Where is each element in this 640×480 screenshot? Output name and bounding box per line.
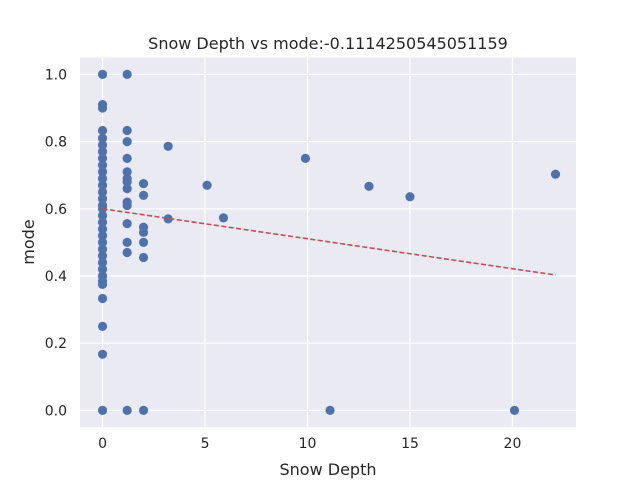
data-point: [97, 293, 108, 304]
data-point: [122, 137, 132, 147]
data-point: [122, 167, 132, 177]
data-point: [138, 252, 149, 263]
data-point: [97, 217, 108, 227]
data-points: [97, 69, 561, 415]
data-point: [122, 177, 132, 187]
y-axis-label: mode: [19, 219, 38, 264]
data-point: [97, 231, 108, 241]
x-tick-label: 10: [299, 436, 317, 452]
x-tick-label: 15: [401, 436, 419, 452]
data-point: [97, 187, 108, 197]
data-point: [97, 224, 108, 234]
data-point: [218, 213, 229, 223]
data-point: [97, 405, 108, 415]
data-point: [122, 200, 132, 211]
y-tick-label: 0.8: [45, 135, 67, 151]
data-point: [97, 204, 108, 214]
data-point: [97, 173, 108, 184]
data-point: [97, 125, 108, 136]
data-point: [97, 251, 108, 261]
data-point: [97, 103, 108, 113]
y-tick-label: 0.2: [45, 336, 67, 352]
data-point: [97, 194, 108, 204]
chart-title: Snow Depth vs mode:-0.1114250545051159: [148, 34, 508, 53]
trend-line: [102, 208, 556, 276]
data-point: [202, 180, 212, 190]
data-point: [300, 153, 311, 163]
data-point: [163, 141, 173, 151]
data-point: [122, 69, 132, 79]
data-point: [97, 69, 108, 79]
data-point: [97, 140, 108, 150]
y-tick-labels: 0.0 0.2 0.4 0.6 0.8 1.0: [45, 67, 67, 419]
y-tick-label: 1.0: [45, 67, 67, 83]
data-point: [122, 247, 132, 258]
data-point: [97, 257, 108, 268]
data-point: [163, 214, 173, 224]
data-point: [97, 279, 108, 289]
y-tick-label: 0.4: [45, 269, 67, 285]
data-point: [97, 244, 108, 254]
data-point: [97, 180, 108, 190]
data-point: [138, 237, 149, 247]
y-tick-label: 0.0: [45, 403, 67, 419]
trend-line-group: [102, 208, 556, 276]
data-point: [405, 192, 415, 202]
data-point: [325, 405, 335, 415]
data-point: [364, 181, 374, 191]
x-tick-label: 20: [504, 436, 522, 452]
y-tick-label: 0.6: [45, 202, 67, 218]
data-point: [122, 153, 132, 163]
x-tick-label: 0: [98, 436, 107, 452]
data-point: [138, 190, 149, 200]
data-point: [97, 167, 108, 177]
x-tick-labels: 0 5 10 15 20: [98, 436, 521, 452]
data-point: [97, 349, 108, 359]
data-point: [138, 405, 149, 415]
data-point: [122, 405, 132, 415]
data-point: [509, 405, 520, 415]
data-point: [97, 210, 108, 221]
data-point: [122, 237, 132, 247]
data-point: [122, 125, 132, 136]
data-point: [550, 169, 561, 179]
data-point: [97, 133, 108, 143]
data-point: [97, 237, 108, 247]
data-point: [122, 218, 132, 229]
data-point: [97, 153, 108, 163]
data-point: [97, 264, 108, 274]
data-point: [97, 160, 108, 170]
data-point: [97, 321, 108, 331]
data-point: [138, 227, 149, 237]
x-tick-label: 5: [201, 436, 210, 452]
x-axis-label: Snow Depth: [280, 460, 377, 479]
data-point: [97, 147, 108, 157]
grid: [80, 57, 576, 428]
data-point: [138, 179, 149, 189]
data-point: [122, 184, 132, 194]
